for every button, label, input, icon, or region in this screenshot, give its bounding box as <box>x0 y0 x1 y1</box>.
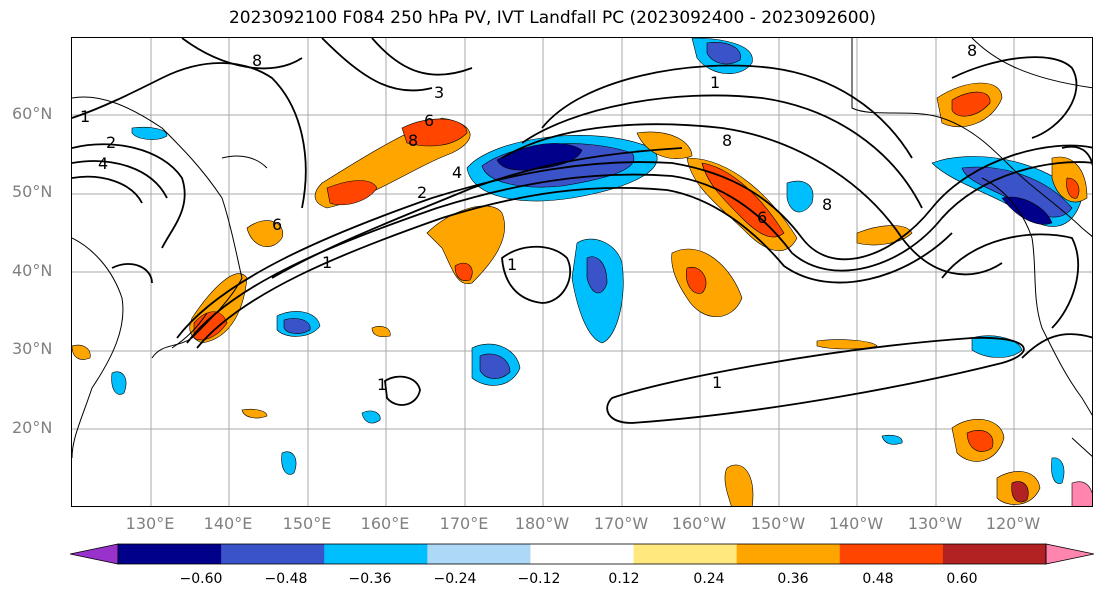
contour-label: 1 <box>377 375 387 394</box>
contour-label: 4 <box>98 154 108 173</box>
contour-label: 8 <box>722 131 732 150</box>
contour-label: 4 <box>452 163 462 182</box>
colorbar-tick: −0.24 <box>433 571 477 587</box>
contour-label: 1 <box>80 107 90 126</box>
colorbar-segment <box>942 544 1047 564</box>
colorbar-tick: 0.36 <box>777 571 809 587</box>
colorbar-extend-high <box>1046 544 1094 564</box>
lat-label-60n: 60°N <box>12 104 53 123</box>
lon-label-120w: 120°W <box>985 514 1041 533</box>
map-canvas: 1 2 4 8 6 3 2 1 8 1 4 6 8 8 6 8 1 1 1 <box>72 38 1092 506</box>
contour-label: 1 <box>322 253 332 272</box>
lat-label-30n: 30°N <box>12 339 53 358</box>
colorbar-segment <box>324 544 428 564</box>
lon-label-130e: 130°E <box>125 514 175 533</box>
colorbar-segments <box>70 544 1094 564</box>
lon-label-160e: 160°E <box>360 514 410 533</box>
contour-label: 3 <box>434 83 444 102</box>
colorbar-tick: −0.60 <box>179 571 223 587</box>
contour-label: 8 <box>967 41 977 60</box>
colorbar-segment <box>736 544 841 564</box>
lon-label-180w: 180°W <box>514 514 570 533</box>
contour-label: 1 <box>710 73 720 92</box>
colorbar-tick: −0.12 <box>517 571 561 587</box>
lon-label-170e: 170°E <box>439 514 489 533</box>
lon-label-170w: 170°W <box>593 514 649 533</box>
colorbar-segment <box>427 544 531 564</box>
lat-label-40n: 40°N <box>12 261 53 280</box>
contour-label: 1 <box>507 255 517 274</box>
contour-label: 6 <box>757 208 767 227</box>
lon-label-140e: 140°E <box>203 514 253 533</box>
contour-label: 8 <box>252 51 262 70</box>
lon-label-150e: 150°E <box>282 514 332 533</box>
colorbar-segment <box>530 544 635 564</box>
contour-label: 8 <box>822 195 832 214</box>
colorbar-tick: 0.60 <box>946 571 978 587</box>
contour-label-group: 1 2 4 8 6 3 2 1 8 1 4 6 8 8 6 8 1 1 1 <box>80 41 977 394</box>
lon-label-140w: 140°W <box>828 514 884 533</box>
colorbar-tick: −0.48 <box>264 571 308 587</box>
colorbar-tick: 0.24 <box>693 571 725 587</box>
colorbar-segment <box>633 544 738 564</box>
contour-label: 2 <box>106 133 116 152</box>
map-panel: 1 2 4 8 6 3 2 1 8 1 4 6 8 8 6 8 1 1 1 <box>71 37 1093 507</box>
pv-contours <box>72 38 1092 424</box>
lat-label-50n: 50°N <box>12 182 53 201</box>
colorbar-tick: 0.12 <box>608 571 640 587</box>
colorbar <box>70 543 1094 565</box>
lon-label-130w: 130°W <box>907 514 963 533</box>
lon-label-160w: 160°W <box>671 514 727 533</box>
lon-label-150w: 150°W <box>750 514 806 533</box>
colorbar-segment <box>118 544 222 564</box>
colorbar-segment <box>221 544 325 564</box>
contour-label: 1 <box>712 373 722 392</box>
colorbar-segment <box>839 544 944 564</box>
coastlines <box>72 38 1092 459</box>
colorbar-tick: −0.36 <box>348 571 392 587</box>
contour-label: 6 <box>424 111 434 130</box>
colorbar-extend-low <box>70 544 118 564</box>
lat-label-20n: 20°N <box>12 418 53 437</box>
colorbar-tick: 0.48 <box>862 571 894 587</box>
contour-label: 6 <box>272 215 282 234</box>
contour-label: 8 <box>408 131 418 150</box>
map-title: 2023092100 F084 250 hPa PV, IVT Landfall… <box>228 8 876 28</box>
contour-label: 2 <box>417 183 427 202</box>
